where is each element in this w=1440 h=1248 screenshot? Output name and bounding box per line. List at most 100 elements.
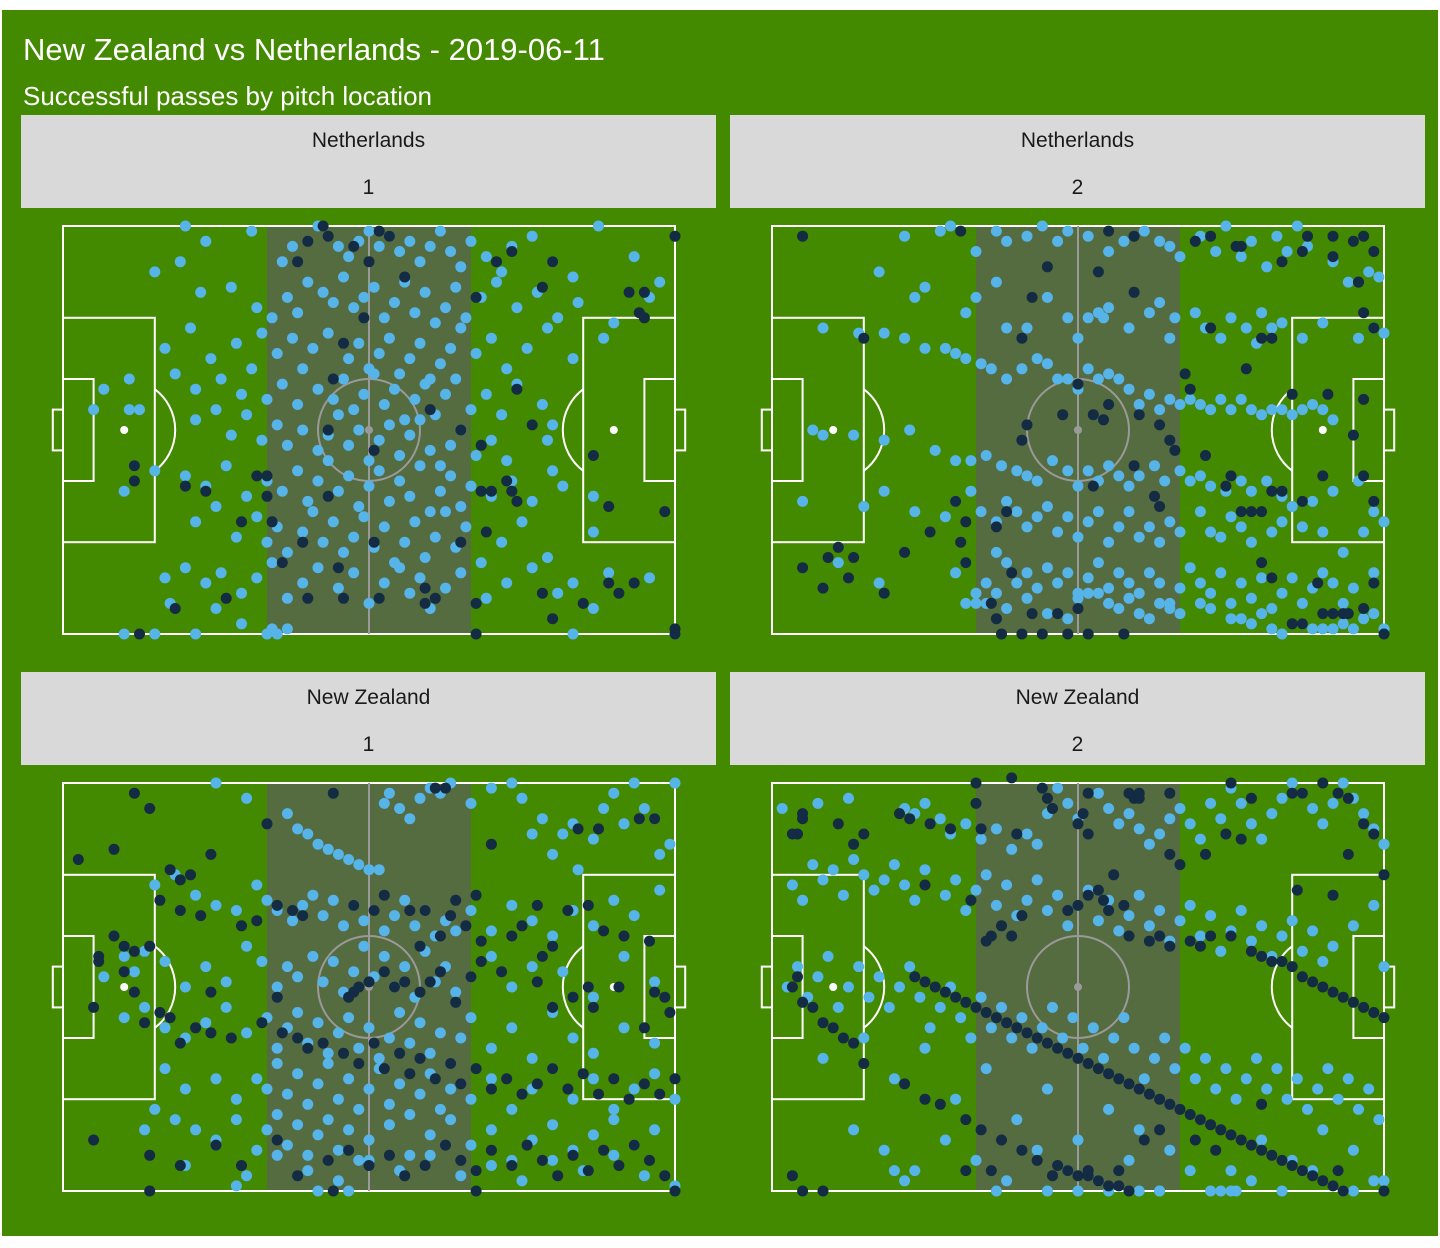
pass-point-dark [1154,501,1166,512]
pass-point-light [1327,623,1339,635]
pass-point-light [552,587,564,599]
pass-point-light [1174,399,1186,410]
pass-point-light [159,1022,171,1034]
pass-point-light [485,1042,497,1054]
pass-point-light [1327,797,1339,809]
pass-point-light [327,894,339,906]
pass-point-dark [287,905,298,916]
pass-point-light [404,1149,416,1161]
chart-subtitle: Successful passes by pitch location [23,81,432,111]
pass-point-dark [669,628,681,640]
pass-point-light [271,348,283,359]
pass-point-dark [1368,246,1380,257]
pass-point-light [587,833,599,845]
pass-point-light [1256,409,1268,421]
pitch-plot [51,777,687,1197]
pitch-plot [760,772,1396,1197]
pass-point-dark [970,777,982,789]
pass-point-dark [985,597,997,609]
pass-point-light [271,628,283,640]
pass-point-dark [429,592,441,604]
pass-point-light [251,879,263,891]
pass-point-light [1047,455,1058,467]
pass-point-light [190,383,202,395]
pass-point-light [618,1022,630,1034]
pass-point-light [1159,1032,1171,1044]
pass-point-dark [174,1037,186,1049]
pass-point-light [878,485,890,497]
pass-point-dark [1215,1124,1227,1136]
pass-point-dark [1358,393,1370,405]
pass-point-light [1001,495,1013,507]
pass-point-light [271,419,283,431]
pass-point-dark [1113,1180,1125,1192]
pass-point-light [1245,935,1257,947]
pass-point-light [179,470,191,482]
pass-point-light [598,803,610,814]
pass-point-light [332,485,344,497]
pass-point-light [888,859,900,871]
pass-point-light [587,490,599,502]
pass-point-light [919,281,931,293]
pass-point-dark [960,516,972,528]
pass-point-light [1143,838,1155,850]
pass-point-dark [669,1185,681,1197]
pass-point-light [1011,465,1023,477]
pass-point-dark [251,915,263,927]
pass-point-dark [654,1088,666,1100]
pass-point-light [1235,905,1247,916]
pass-point-light [1123,383,1135,395]
pass-point-dark [271,991,283,1003]
pass-point-light [960,353,972,365]
pass-point-light [888,1073,900,1085]
pass-point-light [1031,475,1043,487]
pass-point-light [1164,393,1176,405]
pass-point-dark [1103,225,1115,237]
pass-point-light [1062,465,1074,477]
pass-point-dark [1286,618,1298,630]
pass-point-light [1057,1032,1069,1044]
pass-point-light [236,587,247,599]
pass-point-light [98,971,110,983]
pass-point-light [383,1098,395,1110]
facet-team-label: New Zealand [1015,686,1140,709]
facet-team-label: Netherlands [311,129,426,152]
pass-point-light [1368,1175,1380,1187]
center-spot [1074,426,1082,434]
pass-point-light [1189,1073,1201,1085]
six-yard-box-right [643,935,677,1039]
pass-point-light [1378,961,1390,973]
pass-point-dark [1113,1073,1125,1085]
pass-point-light [608,1103,620,1115]
pass-point-dark [1016,910,1028,922]
pass-point-light [307,950,319,962]
pass-point-dark [613,1160,625,1171]
penalty-box-left [62,873,156,1101]
pass-point-dark [633,813,645,825]
pass-point-dark [404,905,416,916]
pass-point-light [1154,404,1166,416]
pass-point-light [1108,1032,1120,1044]
pass-point-light [424,1149,436,1161]
pass-point-light [485,1124,497,1136]
pass-point-dark [577,1068,589,1080]
pass-point-light [409,307,421,319]
pass-point-light [210,899,222,911]
pass-point-light [496,536,508,548]
pass-point-light [1215,567,1227,579]
pass-point-dark [587,450,599,461]
pass-point-light [281,808,293,820]
pass-point-light [281,961,293,973]
pass-point-light [547,1154,559,1166]
pass-point-light [1031,582,1043,594]
pass-point-light [990,587,1002,599]
pass-point-dark [1103,1068,1115,1080]
pass-point-light [1113,818,1125,830]
pass-point-light [1082,312,1094,324]
pass-point-light [1001,603,1013,614]
pass-point-light [1261,1083,1273,1095]
pass-point-light [343,353,355,365]
pass-point-light [1154,536,1166,548]
pass-point-light [440,302,451,314]
pass-point-dark [1164,940,1176,952]
